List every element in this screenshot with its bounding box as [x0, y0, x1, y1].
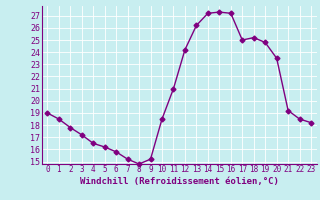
X-axis label: Windchill (Refroidissement éolien,°C): Windchill (Refroidissement éolien,°C) [80, 177, 279, 186]
